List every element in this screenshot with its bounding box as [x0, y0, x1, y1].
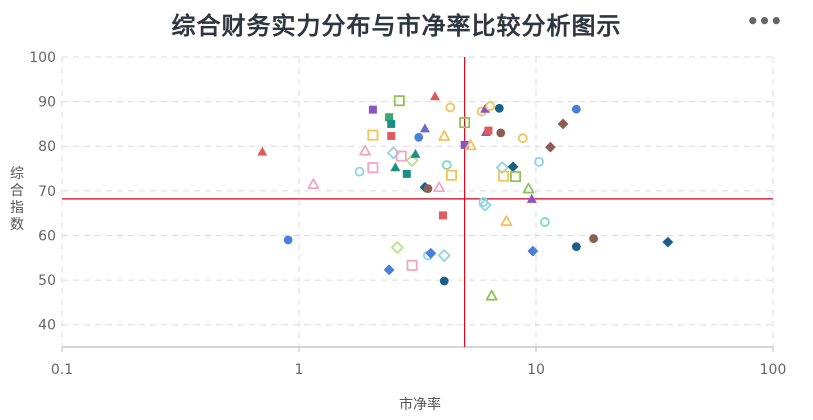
- data-point: [544, 141, 556, 153]
- data-point: [423, 184, 433, 194]
- data-point: [484, 126, 493, 135]
- data-point: [522, 182, 535, 194]
- data-point: [430, 91, 441, 101]
- data-point: [510, 171, 522, 183]
- data-point: [419, 123, 430, 133]
- data-point: [437, 249, 451, 262]
- data-point: [406, 259, 418, 271]
- x-tick-label: 100: [760, 362, 787, 378]
- x-tick-label: 10: [527, 362, 545, 378]
- data-point: [485, 289, 498, 301]
- data-point: [539, 217, 550, 227]
- data-point: [480, 103, 491, 113]
- data-point: [391, 241, 404, 254]
- data-point: [478, 198, 492, 212]
- data-point: [496, 128, 506, 138]
- data-point: [445, 169, 457, 181]
- data-point: [460, 140, 469, 149]
- data-point: [557, 118, 569, 130]
- data-point: [485, 101, 495, 111]
- data-point: [425, 247, 437, 259]
- data-point: [662, 236, 674, 248]
- ellipsis-icon[interactable]: •••: [746, 9, 782, 33]
- chart-title: 综合财务实力分布与市净率比较分析图示: [171, 12, 622, 40]
- data-point: [438, 211, 447, 220]
- data-point: [354, 166, 365, 177]
- y-tick-label: 60: [38, 228, 56, 244]
- data-point: [387, 119, 396, 128]
- data-point: [494, 103, 504, 113]
- x-tick-label: 1: [295, 362, 304, 378]
- data-point: [500, 215, 513, 227]
- data-point: [534, 156, 544, 167]
- data-point: [367, 129, 379, 141]
- data-point: [527, 245, 539, 257]
- data-point: [383, 264, 395, 276]
- data-point: [495, 161, 509, 174]
- data-point: [589, 234, 598, 243]
- data-point: [459, 117, 471, 129]
- data-point: [283, 235, 293, 245]
- data-point: [368, 105, 377, 114]
- data-point: [410, 148, 421, 158]
- y-tick-label: 100: [29, 50, 56, 66]
- y-tick-label: 70: [38, 184, 56, 200]
- data-point: [359, 144, 371, 156]
- data-point: [393, 95, 405, 107]
- data-point: [464, 139, 477, 151]
- x-axis-title: 市净率: [399, 397, 441, 413]
- data-point: [367, 162, 379, 174]
- data-point: [390, 162, 401, 172]
- data-point: [433, 181, 445, 193]
- data-point: [438, 130, 451, 141]
- data-point: [498, 170, 510, 182]
- data-point: [517, 133, 528, 144]
- data-point: [441, 160, 452, 170]
- data-point: [307, 178, 320, 190]
- y-tick-label: 50: [38, 273, 56, 289]
- y-tick-label: 90: [38, 95, 56, 111]
- data-point: [507, 161, 519, 173]
- data-point: [402, 169, 411, 178]
- data-point: [526, 193, 537, 203]
- data-point: [405, 154, 419, 167]
- y-tick-label: 80: [38, 139, 56, 155]
- data-point: [414, 132, 424, 142]
- data-point: [445, 102, 456, 113]
- y-axis-title: 综合指数: [10, 166, 24, 233]
- data-point: [571, 242, 581, 252]
- data-point: [387, 131, 396, 140]
- x-tick-label: 0.1: [51, 362, 73, 378]
- data-point: [257, 146, 268, 156]
- data-point: [395, 150, 407, 162]
- y-tick-label: 40: [38, 318, 56, 334]
- data-point: [571, 104, 581, 114]
- data-point: [439, 276, 449, 286]
- data-point: [385, 113, 394, 122]
